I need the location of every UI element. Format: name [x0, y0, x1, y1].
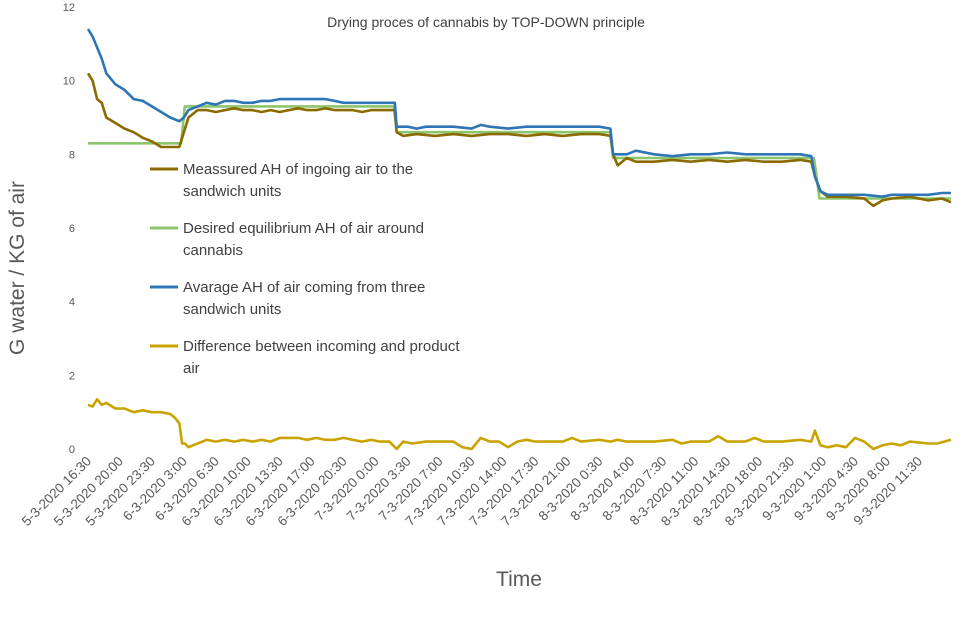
y-tick-label: 6	[69, 223, 75, 235]
legend-entry-3: Avarage AH of air coming from three sandw…	[150, 279, 425, 318]
chart-title: Drying proces of cannabis by TOP-DOWN pr…	[327, 14, 645, 30]
y-tick-label: 12	[63, 2, 75, 14]
legend-label: Avarage AH of air coming from three sandw…	[183, 279, 425, 318]
y-tick-label: 4	[69, 297, 75, 309]
legend-label: Difference between incoming and product a…	[183, 338, 460, 377]
y-tick-label: 2	[69, 370, 75, 382]
legend-entry-1: Meassured AH of ingoing air to the sandwi…	[150, 161, 413, 200]
series-line-1	[86, 72, 952, 208]
legend-label: Desired equilibrium AH of air around cann…	[183, 220, 424, 259]
y-axis-ticks: 0 2 4 6 8 10 12	[63, 2, 75, 456]
y-tick-label: 8	[69, 149, 75, 161]
legend: Meassured AH of ingoing air to the sandwi…	[150, 161, 460, 377]
series-line-4	[87, 397, 952, 451]
y-tick-label: 0	[69, 444, 75, 456]
legend-entry-4: Difference between incoming and product a…	[150, 338, 460, 377]
legend-label: Meassured AH of ingoing air to the sandwi…	[183, 161, 413, 200]
series-line-3	[86, 28, 951, 198]
legend-entry-2: Desired equilibrium AH of air around cann…	[150, 220, 424, 259]
y-tick-label: 10	[63, 76, 75, 88]
y-axis-title: G water / KG of air	[6, 181, 29, 355]
series-lines	[86, 28, 952, 451]
x-axis-title: Time	[496, 568, 542, 591]
